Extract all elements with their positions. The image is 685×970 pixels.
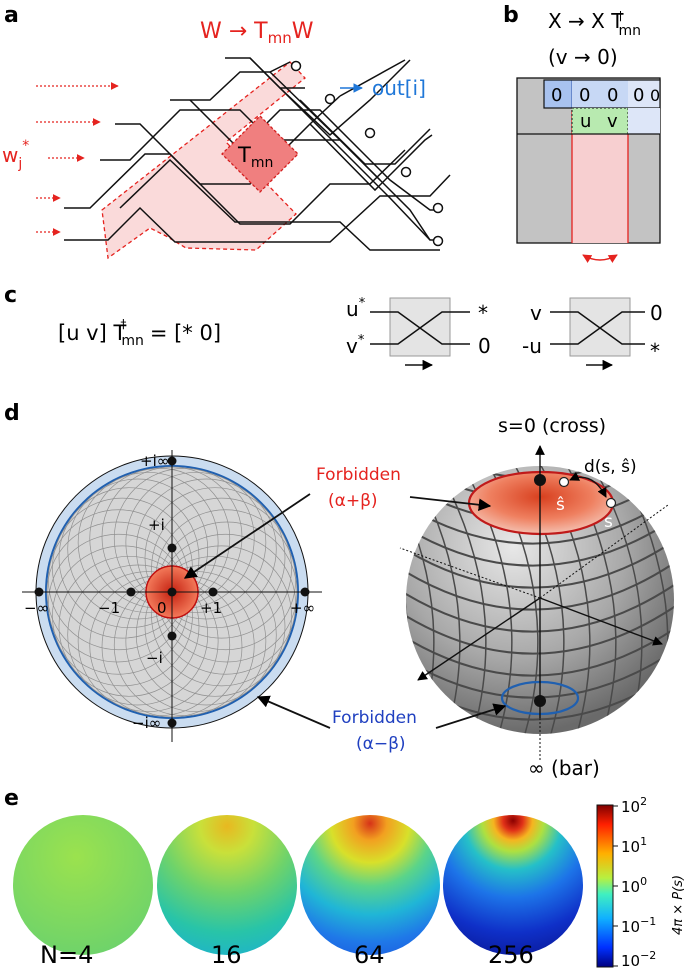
panel-label-c: c — [4, 283, 17, 308]
output-circles — [290, 60, 444, 247]
label-n4: N=4 — [40, 941, 93, 969]
sphere-n4 — [13, 815, 153, 955]
mesh-lines — [64, 57, 451, 251]
forbidden-bot-label: Forbidden — [332, 708, 417, 728]
forbidden-bot-sub: (α−β) — [356, 734, 406, 754]
sphere-n64 — [300, 815, 440, 955]
matrix-cell: 0 — [579, 85, 590, 106]
forbidden-top-label: Forbidden — [316, 465, 401, 485]
svg-text:10−1: 10−1 — [621, 915, 656, 936]
label-minus-one: −1 — [98, 599, 120, 617]
svg-text:Tmn: Tmn — [237, 143, 273, 171]
forbidden-top-sub: (α+β) — [328, 491, 378, 511]
panel-c: [u v] T† mn = [* 0] u* v* * 0 v -u 0 * — [58, 296, 663, 371]
pink-region — [101, 61, 306, 260]
colorbar-ticks: 102 101 100 10−1 10−2 — [613, 795, 656, 970]
swap-arrow-icon — [582, 254, 618, 263]
panel-a-title: W → TmnW — [200, 19, 314, 47]
label-minus-i: −i — [146, 649, 163, 667]
svg-text:100: 100 — [621, 875, 647, 896]
sphere-bottom-label: ∞ (bar) — [528, 756, 600, 780]
matrix-cell: u — [580, 111, 591, 132]
label-plus-one: +1 — [200, 599, 222, 617]
svg-text:102: 102 — [621, 795, 647, 816]
label-n64: 64 — [354, 941, 385, 969]
distance-arrow-icon — [569, 471, 607, 498]
panel-label-e: e — [4, 786, 19, 811]
label-plus-inf: +∞ — [290, 599, 315, 617]
panel-e: N=4 16 64 256 102 101 100 10−1 10−2 4π ×… — [13, 795, 685, 970]
label-plus-i: +i — [148, 516, 165, 534]
svg-text:10−2: 10−2 — [621, 949, 656, 970]
colorbar-label: 4π × P(s) — [671, 875, 685, 935]
tmn-block: Tmn — [221, 115, 299, 193]
gate1-out-bot: 0 — [478, 334, 491, 358]
sphere-top-label: s=0 (cross) — [498, 415, 606, 437]
sphere-n16 — [157, 815, 297, 955]
gate2-out-top: 0 — [650, 301, 663, 325]
matrix-row2: u v — [580, 111, 618, 132]
panel-d-disk: +i∞ +i 0 −i −i∞ −∞ −1 +1 +∞ — [22, 450, 322, 742]
panel-b-subtitle: (v → 0) — [548, 45, 618, 69]
svg-text:101: 101 — [621, 835, 647, 856]
label-n16: 16 — [211, 941, 242, 969]
out-label: out[i] — [372, 76, 426, 100]
panel-b-title: X → X T† mn — [548, 9, 641, 39]
colorbar — [596, 804, 614, 968]
forbidden-labels: Forbidden (α+β) Forbidden (α−β) — [183, 465, 507, 754]
distance-label: d(s, ŝ) — [584, 457, 637, 477]
label-s: s — [604, 512, 613, 532]
matrix-cell: 0 — [650, 86, 660, 105]
gate-2: v -u 0 * — [522, 297, 663, 371]
panel-label-b: b — [503, 3, 519, 28]
matrix-row1: 0 0 0 0 0 — [551, 85, 660, 106]
svg-text:u*: u* — [346, 296, 366, 321]
panel-a: W → TmnW — [2, 19, 451, 260]
label-zero: 0 — [157, 599, 167, 617]
matrix-cell: 0 — [551, 85, 562, 106]
panel-c-equation: [u v] T† mn = [* 0] — [58, 317, 221, 349]
panel-b: X → X T† mn (v → 0) 0 0 0 0 0 u v — [516, 9, 661, 263]
label-n256: 256 — [488, 941, 534, 969]
label-s-hat: ŝ — [556, 495, 565, 515]
panel-label-a: a — [4, 3, 19, 28]
gate-1: u* v* * 0 — [346, 296, 491, 371]
label-plus-i-inf: +i∞ — [140, 452, 169, 470]
matrix-cell: 0 — [633, 85, 644, 106]
matrix-cell: 0 — [607, 85, 618, 106]
input-label: wj* — [2, 138, 29, 172]
label-minus-i-inf: −i∞ — [132, 714, 161, 732]
svg-text:v*: v* — [346, 333, 365, 358]
panel-label-d: d — [4, 401, 20, 426]
label-minus-inf: −∞ — [24, 599, 49, 617]
gate2-out-bot: * — [650, 339, 660, 363]
matrix-cell: v — [607, 111, 618, 132]
sphere-n256 — [443, 815, 583, 955]
matrix-column — [572, 134, 628, 243]
input-arrows — [36, 82, 119, 236]
gate1-out-top: * — [478, 301, 488, 325]
gate2-in-top: v — [530, 301, 542, 325]
gate2-in-bot: -u — [522, 334, 542, 358]
